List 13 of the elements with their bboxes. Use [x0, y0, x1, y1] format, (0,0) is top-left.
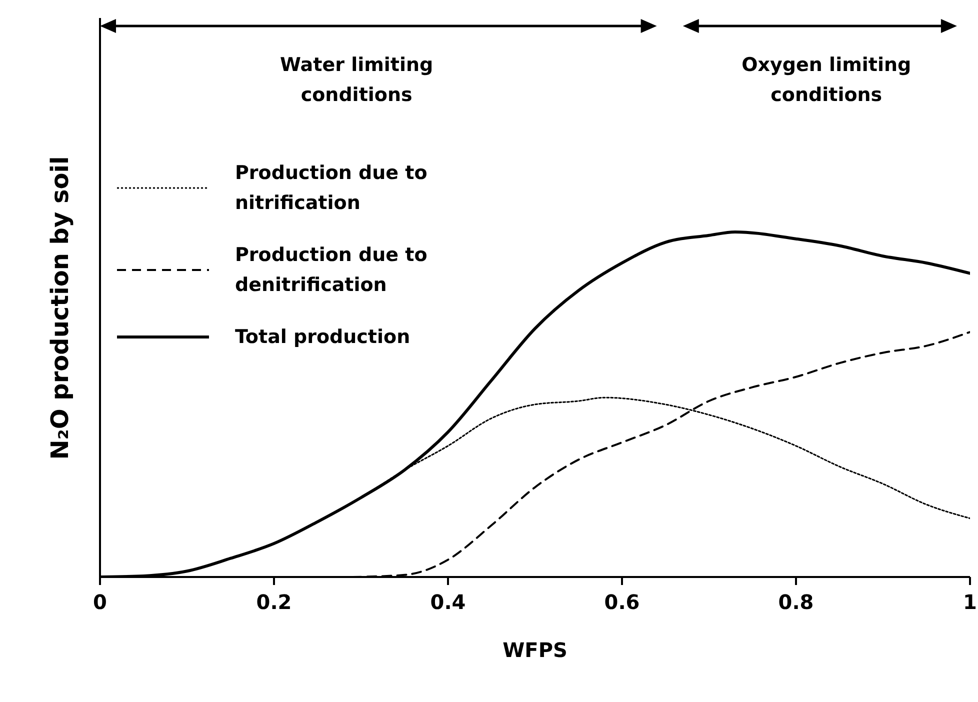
x-tick-label: 0.6: [604, 590, 640, 614]
x-axis-title: WFPS: [502, 638, 568, 662]
x-tick-label: 0: [93, 590, 107, 614]
x-tick-label: 0.4: [430, 590, 466, 614]
text: Oxygen limiting conditions: [740, 53, 912, 108]
legend-label: Production due to denitrification: [235, 243, 428, 298]
x-tick-label: 0.8: [778, 590, 814, 614]
x-tick-label: 0.2: [256, 590, 292, 614]
y-axis-title: N₂O production by soil: [46, 156, 74, 460]
legend-label: Total production: [235, 325, 412, 350]
legend-label: Production due to nitrification: [235, 161, 428, 216]
x-tick-label: 1: [963, 590, 977, 614]
text: Water limiting conditions: [279, 53, 434, 108]
